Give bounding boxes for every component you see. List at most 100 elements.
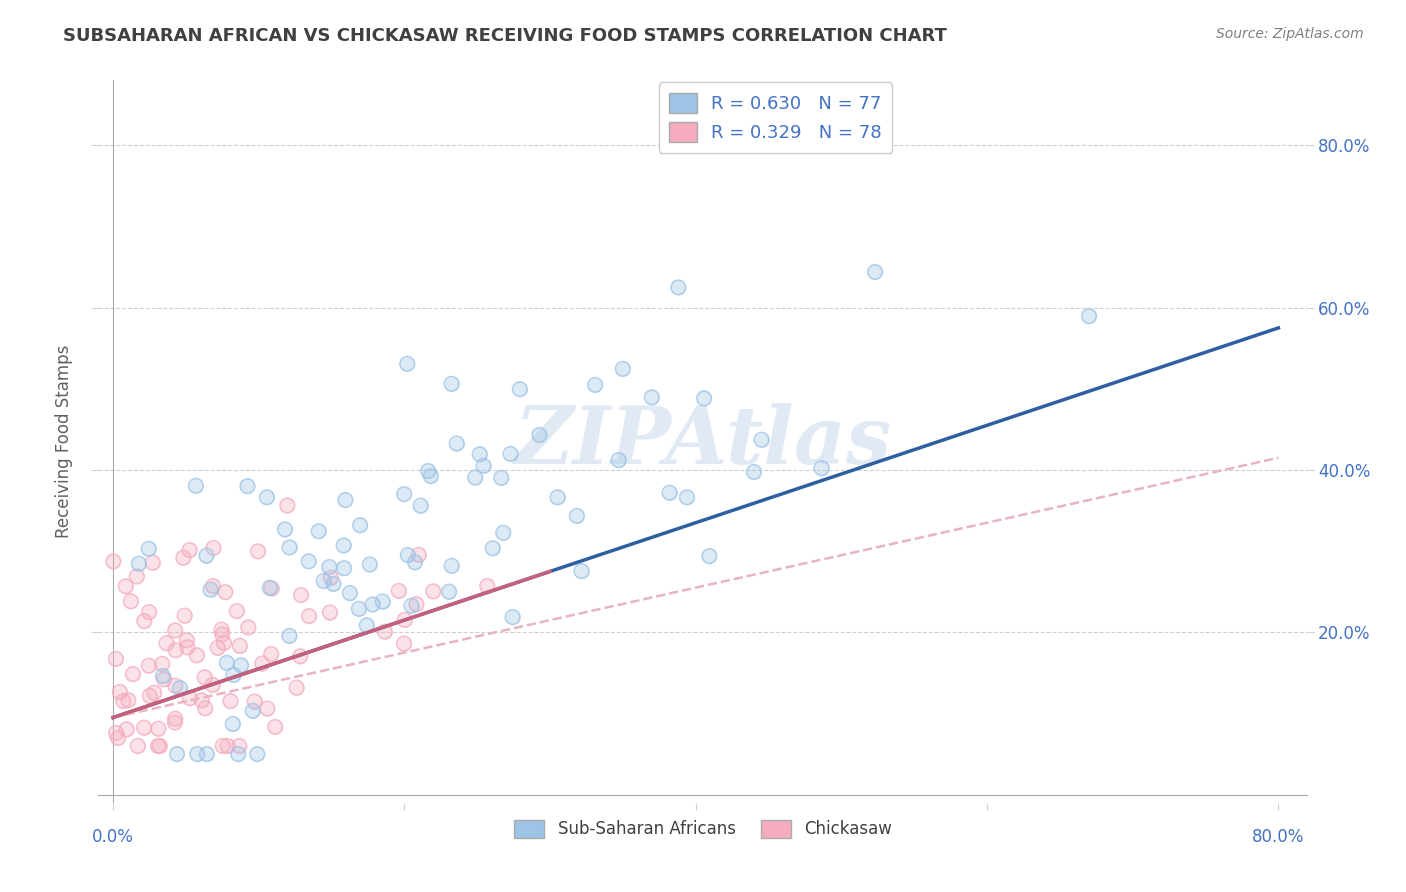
Point [252,657,274,671]
Point [134,614,156,628]
Point [259,581,281,595]
Point [422,584,444,599]
Point [404,555,426,569]
Point [176,640,198,655]
Point [419,469,441,483]
Point [103,554,125,568]
Point [481,541,503,556]
Point [222,668,245,682]
Point [502,610,524,624]
Point [260,582,283,596]
Point [155,636,177,650]
Point [477,579,499,593]
Point [179,543,201,558]
Point [612,361,634,376]
Point [388,583,411,598]
Point [312,574,335,588]
Point [236,479,259,493]
Point [173,608,195,623]
Point [401,599,423,613]
Point [166,747,188,761]
Point [264,720,287,734]
Point [202,541,225,555]
Point [236,479,259,493]
Point [176,633,198,648]
Point [583,378,606,392]
Point [863,265,886,279]
Point [332,539,354,553]
Point [153,673,176,687]
Point [318,560,340,574]
Point [191,693,214,707]
Point [440,376,463,391]
Point [243,694,266,708]
Point [165,679,187,693]
Point [242,704,264,718]
Point [394,613,416,627]
Point [103,554,125,568]
Point [120,594,142,608]
Point [446,436,468,450]
Point [374,624,396,639]
Y-axis label: Receiving Food Stamps: Receiving Food Stamps [55,345,73,538]
Point [201,579,224,593]
Point [152,669,174,683]
Point [322,577,344,591]
Point [565,508,588,523]
Point [212,636,235,650]
Point [409,499,432,513]
Point [347,602,370,616]
Point [547,491,569,505]
Point [290,588,312,602]
Point [149,739,172,753]
Point [419,469,441,483]
Point [547,491,569,505]
Point [150,657,173,671]
Point [238,620,260,634]
Point [396,357,419,371]
Point [256,701,278,715]
Point [404,555,426,569]
Point [138,541,160,556]
Point [165,712,187,726]
Point [472,458,495,473]
Point [392,487,415,501]
Point [361,598,384,612]
Point [571,564,593,578]
Point [405,597,427,611]
Point [134,614,156,628]
Point [418,464,440,478]
Point [278,541,301,555]
Point [148,722,170,736]
Point [114,579,136,593]
Point [155,636,177,650]
Point [308,524,330,539]
Point [229,658,252,673]
Point [440,558,463,573]
Point [571,564,593,578]
Point [146,739,169,753]
Point [166,747,188,761]
Point [319,571,342,585]
Point [128,557,150,571]
Point [122,667,145,681]
Point [666,280,689,294]
Point [173,608,195,623]
Point [176,640,198,655]
Point [201,678,224,692]
Point [264,720,287,734]
Point [298,554,321,568]
Point [565,508,588,523]
Point [529,428,551,442]
Point [195,747,218,761]
Point [468,447,491,461]
Point [228,739,250,753]
Point [229,658,252,673]
Point [418,464,440,478]
Point [396,548,419,562]
Point [290,649,312,664]
Point [152,669,174,683]
Point [222,668,245,682]
Point [742,465,765,479]
Point [165,643,187,657]
